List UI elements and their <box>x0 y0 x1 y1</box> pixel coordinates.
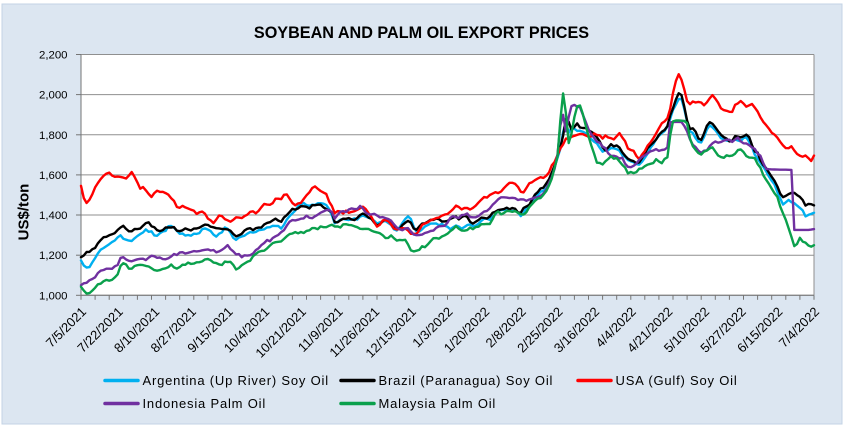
svg-text:2,000: 2,000 <box>39 90 68 102</box>
svg-text:Malaysia Palm Oil: Malaysia Palm Oil <box>379 396 497 411</box>
svg-text:USA (Gulf) Soy Oil: USA (Gulf) Soy Oil <box>616 373 738 388</box>
svg-text:1,600: 1,600 <box>39 170 68 182</box>
svg-text:Argentina (Up River) Soy Oil: Argentina (Up River) Soy Oil <box>143 373 329 388</box>
svg-text:SOYBEAN AND PALM OIL EXPORT PR: SOYBEAN AND PALM OIL EXPORT PRICES <box>254 24 589 42</box>
svg-text:1,000: 1,000 <box>39 290 68 302</box>
svg-text:2,200: 2,200 <box>39 50 68 62</box>
svg-text:1,800: 1,800 <box>39 130 68 142</box>
svg-text:1,200: 1,200 <box>39 250 68 262</box>
svg-text:Brazil (Paranagua) Soy Oil: Brazil (Paranagua) Soy Oil <box>379 373 554 388</box>
svg-text:US$/ton: US$/ton <box>16 184 33 241</box>
svg-text:Indonesia Palm Oil: Indonesia Palm Oil <box>143 396 267 411</box>
svg-text:1,400: 1,400 <box>39 210 68 222</box>
